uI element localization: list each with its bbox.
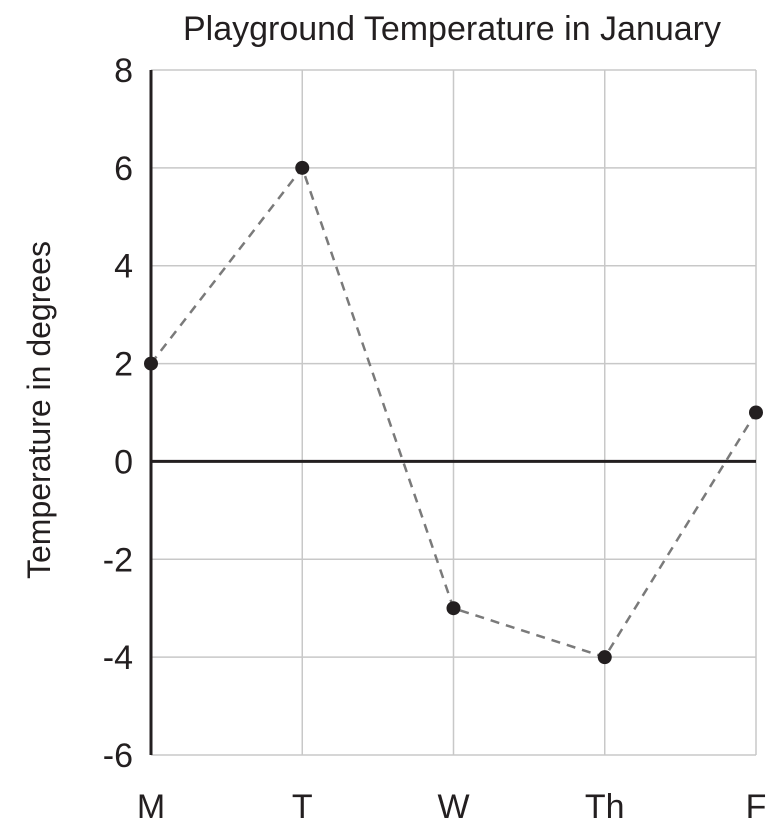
- x-tick-label: Th: [585, 788, 625, 826]
- axis-layer: [149, 70, 756, 755]
- data-point: [749, 405, 763, 420]
- y-tick-label: 6: [114, 150, 133, 188]
- tick-layer: -6 -4 -2 0 2 4 6 8 M T W Th F: [103, 52, 767, 826]
- y-tick-label: 2: [114, 346, 133, 384]
- data-point: [295, 160, 310, 175]
- x-tick-label: W: [437, 788, 469, 826]
- grid-layer: [151, 69, 757, 756]
- series-layer: [144, 160, 763, 665]
- x-tick-label: F: [746, 788, 767, 826]
- data-point: [597, 650, 612, 665]
- y-tick-label: 8: [114, 52, 133, 90]
- y-tick-label: -6: [103, 737, 133, 775]
- chart-title: Playground Temperature in January: [183, 10, 721, 48]
- y-tick-label: 0: [114, 443, 133, 481]
- y-axis-label: Temperature in degrees: [21, 241, 57, 579]
- y-tick-label: -2: [103, 541, 133, 579]
- data-point: [446, 601, 461, 616]
- data-point: [144, 356, 158, 371]
- y-tick-label: -4: [103, 639, 133, 677]
- x-tick-label: T: [292, 788, 313, 826]
- x-tick-label: M: [137, 788, 165, 826]
- y-tick-label: 4: [114, 248, 133, 286]
